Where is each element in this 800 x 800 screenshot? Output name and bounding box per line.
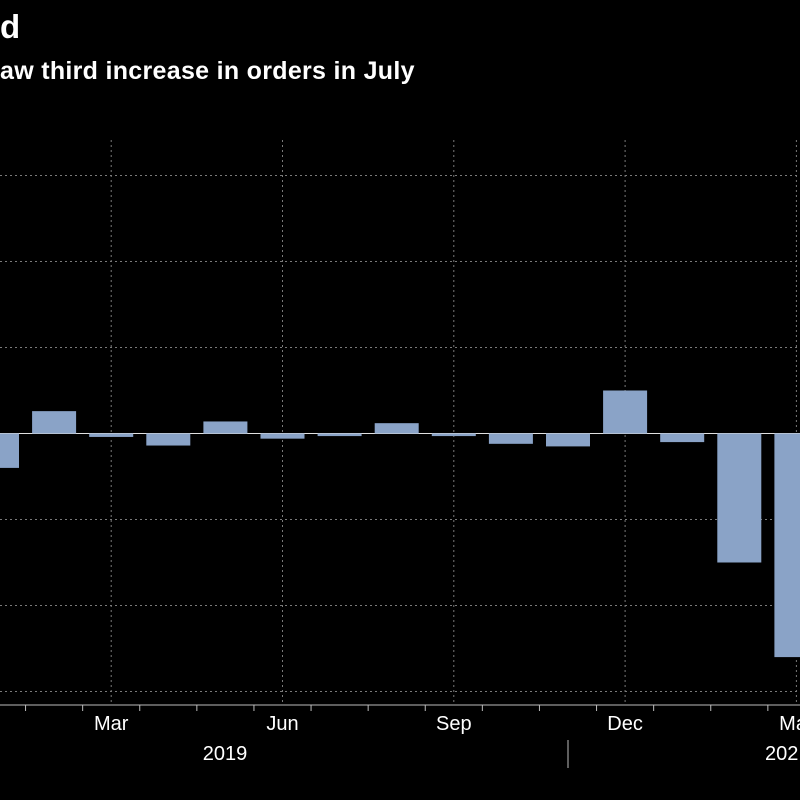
bar-mar-2019 (89, 433, 134, 437)
x-tick-label: Mar (94, 713, 129, 735)
bar-feb-2020 (717, 433, 762, 563)
bar-jul-2019 (317, 433, 362, 437)
bar-may-2019 (203, 421, 248, 434)
bar-nov-2019 (546, 433, 590, 447)
bar-dec-2019 (603, 390, 648, 434)
bar-sep-2019 (431, 433, 476, 437)
bar-oct-2019 (488, 433, 533, 444)
x-year-label: 202 (765, 743, 798, 765)
bar-jun-2019 (260, 433, 305, 439)
x-tick-label: Dec (607, 713, 643, 735)
chart-subtitle: aw third increase in orders in July (0, 57, 415, 85)
bar-mar-2020 (774, 433, 800, 658)
bar-jan-2020 (660, 433, 705, 443)
bar-aug-2019 (374, 423, 419, 434)
bar-apr-2019 (146, 433, 191, 446)
x-tick-label: Mar (779, 713, 800, 735)
bar-feb-2019 (32, 411, 77, 434)
x-tick-label: Jun (266, 713, 298, 735)
bar-jan-2019 (0, 433, 19, 468)
x-tick-label: Sep (436, 713, 472, 735)
x-year-label: 2019 (203, 743, 248, 765)
chart-title: d (0, 8, 21, 45)
